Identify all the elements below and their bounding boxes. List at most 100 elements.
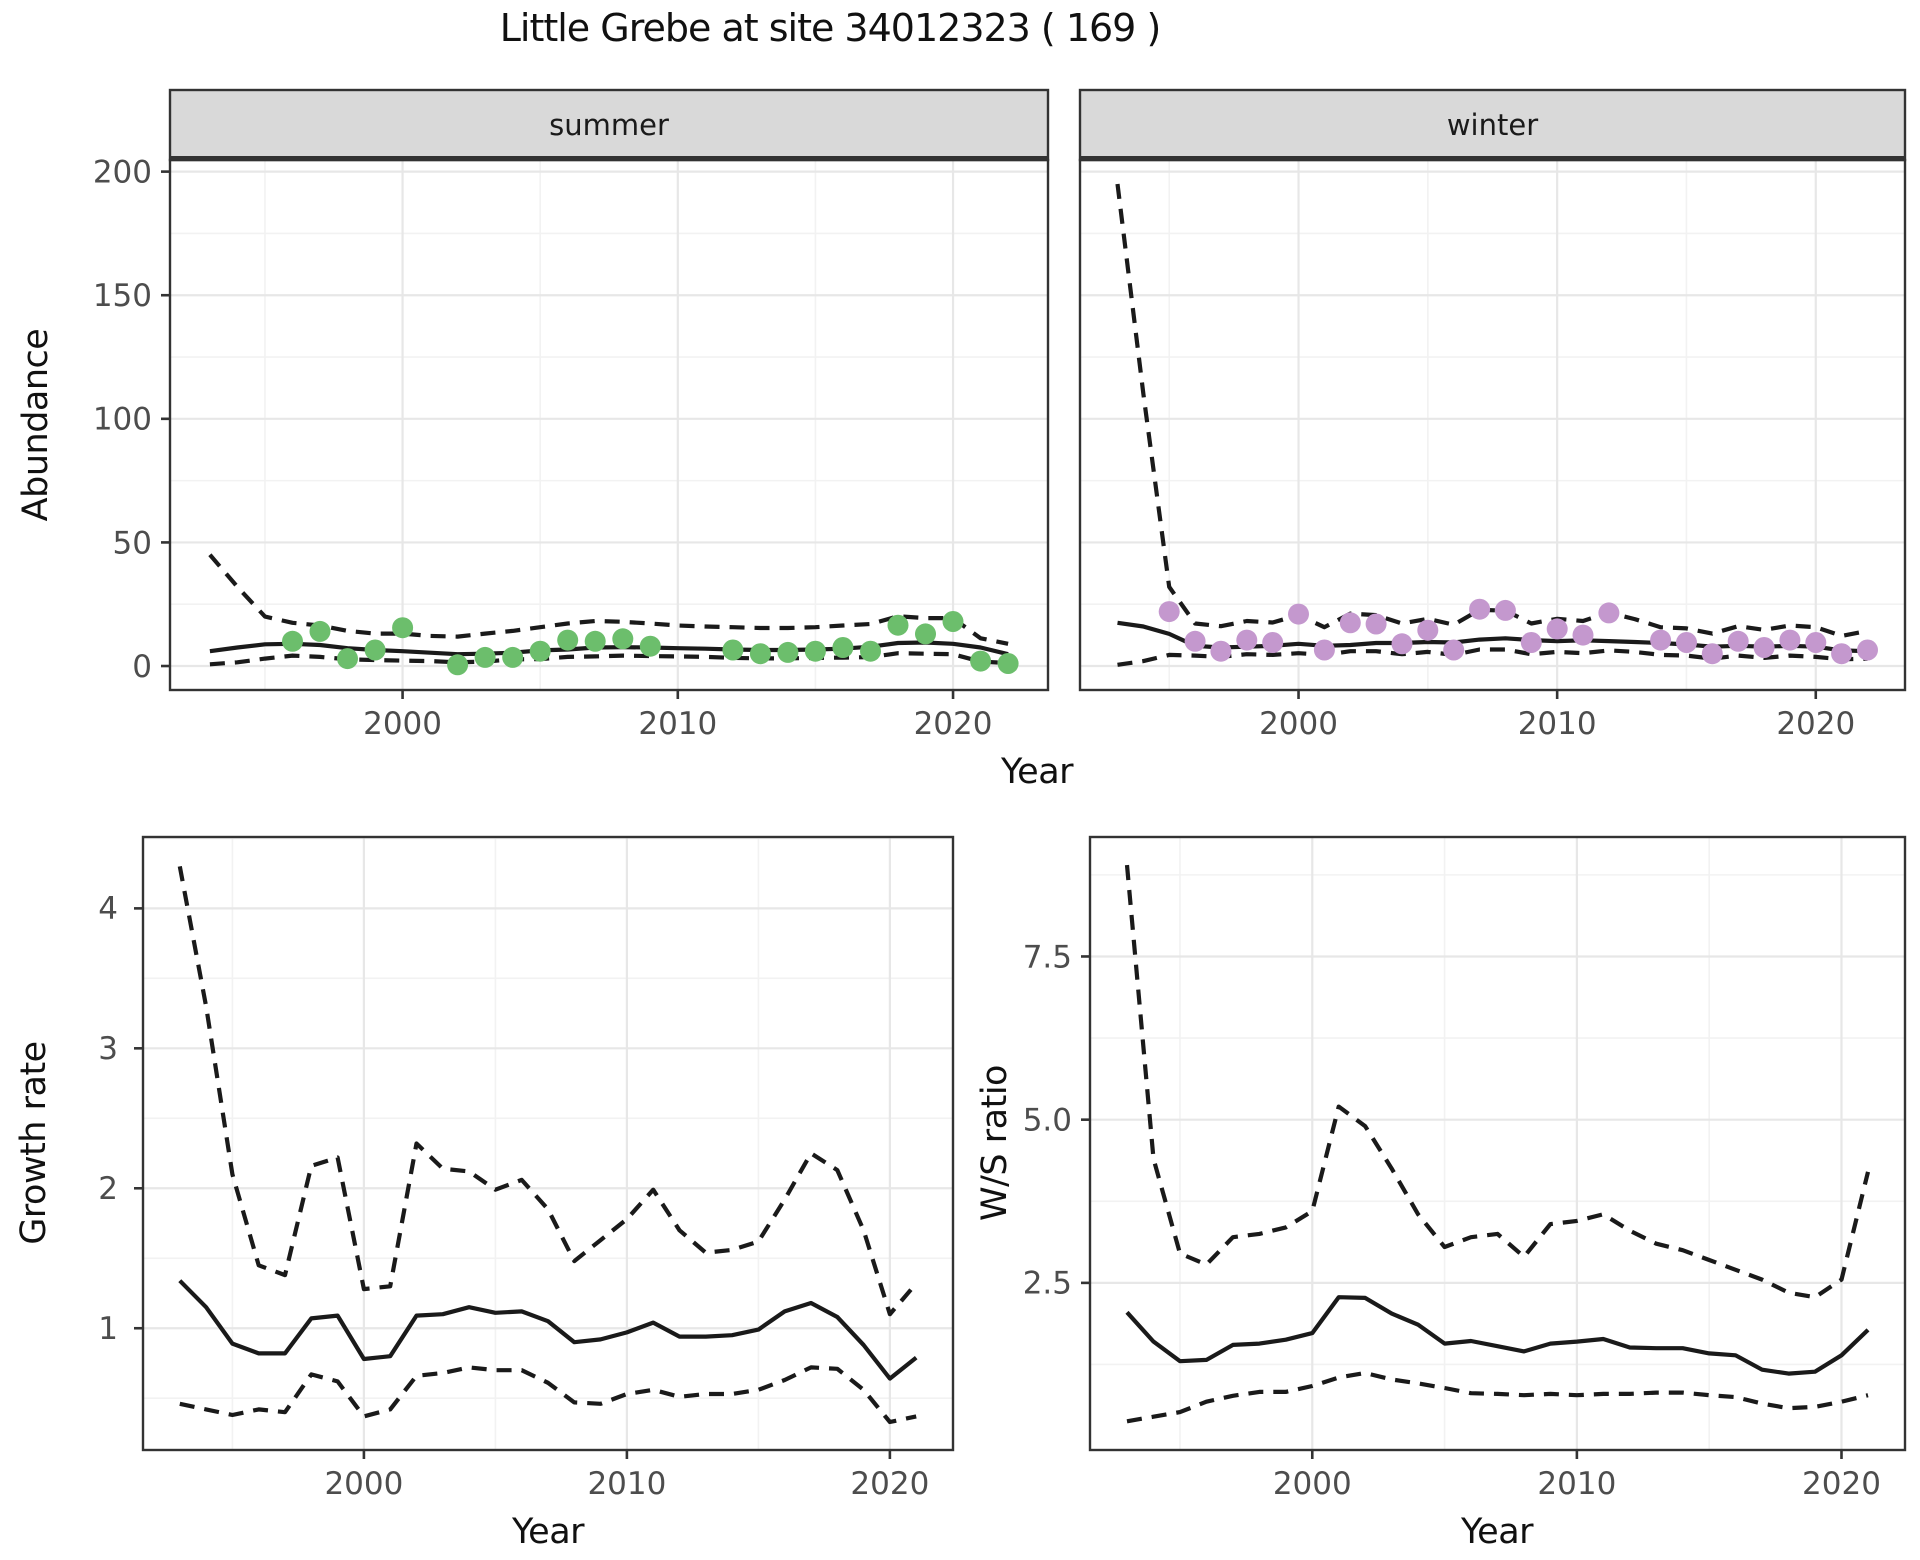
axes-growth-rate: 2000 2010 2020 1 2 3 4	[98, 891, 929, 1502]
growth-year-axis-title: Year	[511, 1512, 585, 1552]
data-point	[1288, 603, 1309, 625]
data-point	[529, 640, 551, 662]
lower_ci-line	[179, 1365, 917, 1425]
y-tick-label: 7.5	[1023, 939, 1072, 975]
x-tick-label: 2010	[587, 1466, 666, 1502]
data-point	[1417, 619, 1439, 641]
data-point	[1262, 632, 1284, 653]
data-point	[1520, 632, 1542, 653]
top-year-axis-title: Year	[1000, 752, 1074, 792]
y-tick-label: 3	[98, 1031, 118, 1067]
data-point	[337, 648, 358, 670]
data-point	[1158, 601, 1180, 623]
x-tick-label: 2000	[1259, 706, 1338, 742]
x-tick-label: 2010	[1537, 1466, 1616, 1502]
data-point	[1701, 643, 1723, 665]
data-point	[584, 630, 606, 652]
data-point	[1236, 629, 1258, 651]
data-point	[502, 646, 524, 668]
data-point	[1572, 624, 1594, 646]
data-point	[1779, 629, 1801, 651]
observed-counts-abundance-summer	[282, 611, 1019, 676]
y-tick-label: 1	[98, 1311, 118, 1347]
data-point	[1210, 640, 1232, 662]
data-point	[887, 614, 909, 636]
axes-abundance-summer: 2000 2010 2020 0 50 100 150 200	[93, 154, 993, 742]
data-point	[612, 628, 634, 650]
data-point	[749, 643, 771, 665]
facet-label: summer	[549, 108, 669, 142]
median-line	[178, 1279, 918, 1381]
data-point	[1831, 643, 1853, 665]
lower_ci-line	[1126, 1370, 1869, 1424]
upper_ci-line	[177, 866, 918, 1317]
data-point	[1494, 599, 1516, 621]
ws-year-axis-title: Year	[1460, 1512, 1534, 1552]
gridlines-abundance-summer	[170, 160, 1048, 690]
gridlines-ws-ratio	[1090, 837, 1905, 1450]
data-point	[364, 639, 386, 661]
data-point	[997, 653, 1019, 674]
data-point	[722, 639, 744, 661]
facet-strip-winter: winter	[1078, 88, 1907, 162]
data-point	[832, 637, 854, 658]
median-line	[1125, 1295, 1870, 1376]
data-point	[1443, 639, 1465, 661]
data-point	[1313, 639, 1335, 661]
upper_ci-line	[1124, 864, 1871, 1300]
data-point	[804, 640, 826, 662]
data-point	[1727, 630, 1749, 652]
y-tick-label: 50	[113, 525, 152, 561]
data-point	[860, 640, 881, 662]
data-point	[1546, 618, 1568, 640]
data-point	[1339, 612, 1361, 634]
x-tick-label: 2000	[363, 706, 442, 742]
data-point	[1676, 632, 1697, 653]
facet-label: winter	[1447, 108, 1538, 142]
x-tick-label: 2020	[1776, 706, 1855, 742]
facet-strip-summer: summer	[168, 88, 1050, 162]
y-tick-label: 2	[98, 1171, 118, 1207]
median-line	[1117, 620, 1868, 654]
gridlines-growth-rate	[143, 837, 953, 1450]
panel-border	[1088, 835, 1907, 1452]
x-tick-label: 2000	[1273, 1466, 1352, 1502]
lower_ci-line	[1117, 647, 1868, 667]
y-tick-label: 2.5	[1023, 1266, 1072, 1302]
axes-ws-ratio: 2000 2010 2020 2.5 5.0 7.5	[1023, 939, 1881, 1502]
upper_ci-line	[1115, 183, 1868, 638]
series-growth-rate	[177, 866, 918, 1425]
axes-abundance-winter: 2000 2010 2020	[1259, 690, 1855, 742]
x-tick-label: 2000	[324, 1466, 403, 1502]
data-point	[392, 617, 414, 639]
series-ws-ratio	[1124, 864, 1871, 1424]
data-point	[1598, 602, 1620, 624]
ws-ratio-axis-title: W/S ratio	[975, 1065, 1015, 1221]
data-point	[309, 620, 331, 642]
gridlines-abundance-winter	[1080, 160, 1905, 690]
data-point	[282, 630, 303, 652]
observed-counts-abundance-winter	[1158, 598, 1878, 665]
data-point	[1753, 637, 1775, 658]
data-point	[557, 629, 579, 651]
x-tick-label: 2020	[850, 1466, 929, 1502]
data-point	[447, 654, 469, 676]
y-tick-label: 200	[93, 154, 152, 190]
growth-rate-axis-title: Growth rate	[14, 1041, 54, 1245]
upper_ci-line	[208, 553, 1009, 646]
data-point	[777, 641, 799, 663]
x-tick-label: 2010	[638, 706, 717, 742]
y-tick-label: 4	[98, 891, 118, 927]
series-abundance-summer	[208, 553, 1009, 667]
x-tick-label: 2020	[914, 706, 993, 742]
x-tick-label: 2010	[1518, 706, 1597, 742]
panel-border	[1078, 158, 1907, 692]
y-tick-label: 150	[93, 278, 152, 314]
data-point	[1365, 613, 1387, 635]
